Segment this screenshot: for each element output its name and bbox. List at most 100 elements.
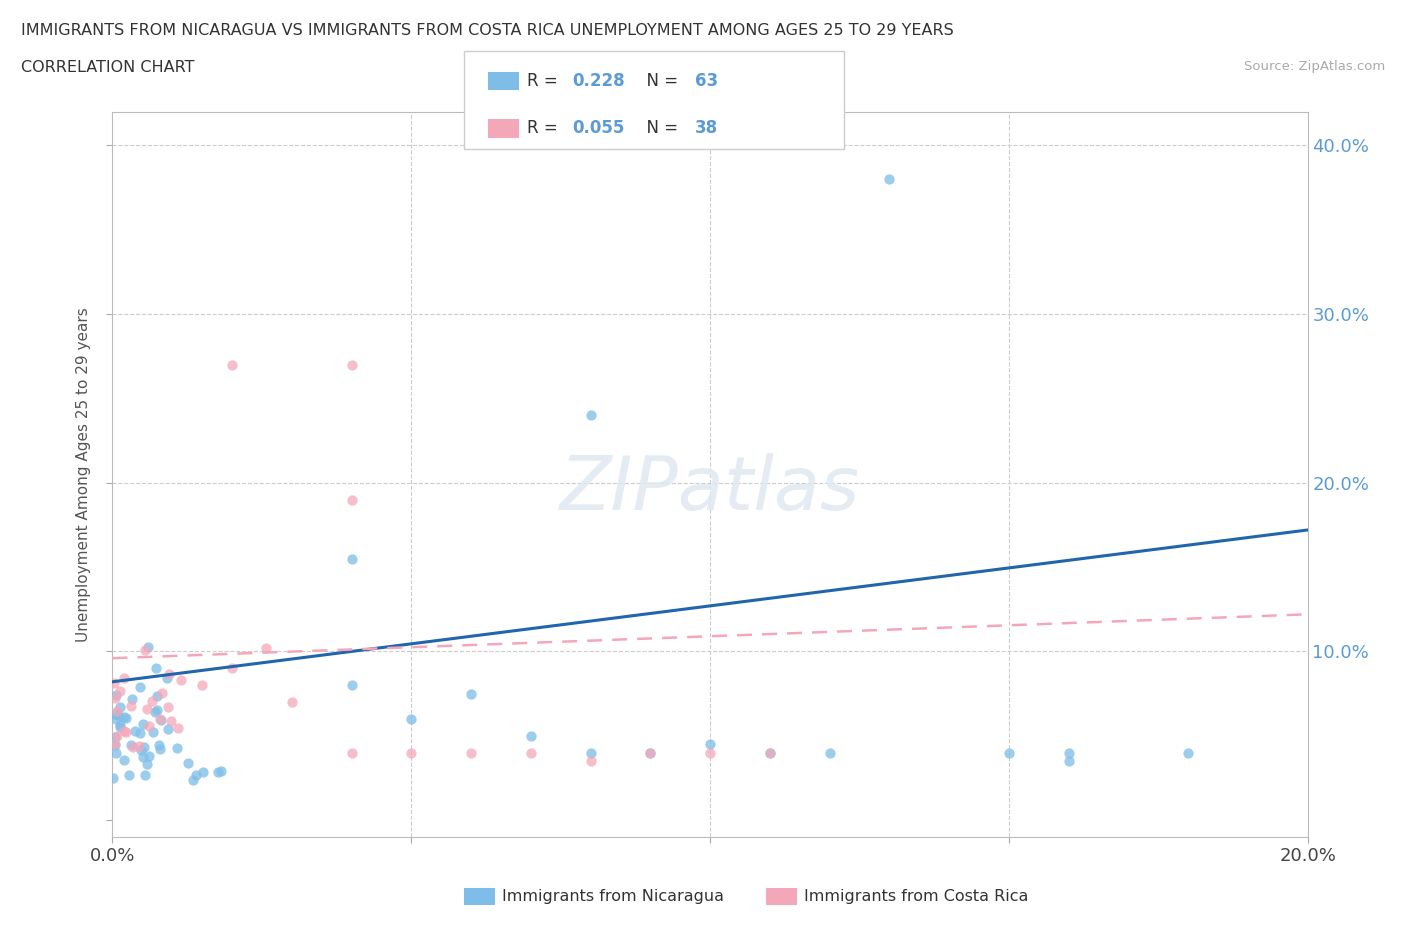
Point (141, 694, 163, 709)
Point (340, 678, 363, 693)
Point (120, 698, 142, 713)
Point (1057, 745, 1080, 760)
Point (579, 408, 602, 423)
Point (186, 767, 208, 782)
Point (112, 709, 135, 724)
Point (103, 706, 125, 721)
Point (460, 745, 482, 760)
Point (105, 703, 128, 718)
Point (640, 745, 662, 760)
Point (191, 677, 214, 692)
Point (132, 750, 155, 764)
Point (146, 689, 169, 704)
Point (120, 737, 142, 752)
Point (121, 692, 143, 707)
Point (135, 702, 157, 717)
Point (124, 724, 146, 738)
Point (114, 671, 136, 685)
Point (143, 705, 166, 720)
Text: 0.228: 0.228 (572, 72, 624, 90)
Point (135, 756, 157, 771)
Point (340, 357, 363, 372)
Point (759, 745, 782, 760)
Point (104, 688, 127, 703)
Point (1057, 753, 1080, 768)
Point (879, 172, 901, 187)
Point (108, 717, 131, 732)
Point (142, 725, 165, 740)
Point (401, 711, 423, 726)
Point (149, 741, 172, 756)
Point (117, 768, 139, 783)
Point (104, 711, 127, 726)
Point (340, 745, 363, 760)
Point (177, 755, 200, 770)
Point (254, 641, 277, 656)
Text: N =: N = (636, 72, 683, 90)
Point (818, 745, 841, 760)
Point (221, 357, 243, 372)
Point (640, 745, 662, 760)
Point (699, 745, 721, 760)
Point (108, 699, 131, 714)
Point (122, 739, 145, 754)
Text: R =: R = (527, 72, 564, 90)
Point (104, 746, 127, 761)
Point (103, 737, 125, 752)
Point (167, 720, 190, 735)
Point (104, 737, 127, 751)
Point (103, 676, 125, 691)
Point (699, 737, 721, 751)
Point (114, 752, 136, 767)
Point (209, 764, 232, 778)
Point (128, 680, 150, 695)
Point (107, 707, 129, 722)
Point (145, 660, 167, 675)
Point (104, 730, 127, 745)
Point (148, 737, 170, 752)
Text: IMMIGRANTS FROM NICARAGUA VS IMMIGRANTS FROM COSTA RICA UNEMPLOYMENT AMONG AGES : IMMIGRANTS FROM NICARAGUA VS IMMIGRANTS … (21, 23, 953, 38)
Point (191, 764, 214, 779)
Point (136, 640, 159, 655)
Point (156, 671, 179, 685)
Point (759, 745, 782, 760)
Point (101, 771, 124, 786)
Point (157, 666, 180, 681)
Point (401, 745, 423, 760)
Text: 38: 38 (695, 119, 717, 138)
Text: R =: R = (527, 119, 564, 138)
Point (112, 724, 135, 738)
Point (146, 702, 169, 717)
Point (520, 745, 543, 760)
Point (150, 686, 173, 701)
Point (340, 551, 363, 566)
Point (128, 726, 150, 741)
Point (207, 764, 229, 779)
Point (108, 720, 131, 735)
Text: Source: ZipAtlas.com: Source: ZipAtlas.com (1244, 60, 1385, 73)
Point (129, 742, 152, 757)
Point (115, 711, 138, 725)
Point (281, 695, 304, 710)
Point (166, 740, 188, 755)
Point (159, 713, 181, 728)
Point (579, 753, 602, 768)
Point (1177, 745, 1199, 760)
Text: ZIPatlas: ZIPatlas (560, 453, 860, 525)
Point (134, 643, 156, 658)
Point (340, 492, 363, 507)
Point (108, 684, 131, 698)
Point (132, 716, 155, 731)
Y-axis label: Unemployment Among Ages 25 to 29 years: Unemployment Among Ages 25 to 29 years (76, 307, 91, 642)
Point (128, 738, 150, 753)
Text: 63: 63 (695, 72, 717, 90)
Point (150, 712, 173, 727)
Point (104, 690, 127, 705)
Point (156, 699, 179, 714)
Point (134, 767, 156, 782)
Point (460, 686, 482, 701)
Point (105, 728, 128, 743)
Point (520, 728, 543, 743)
Text: N =: N = (636, 119, 683, 138)
Point (181, 773, 204, 788)
